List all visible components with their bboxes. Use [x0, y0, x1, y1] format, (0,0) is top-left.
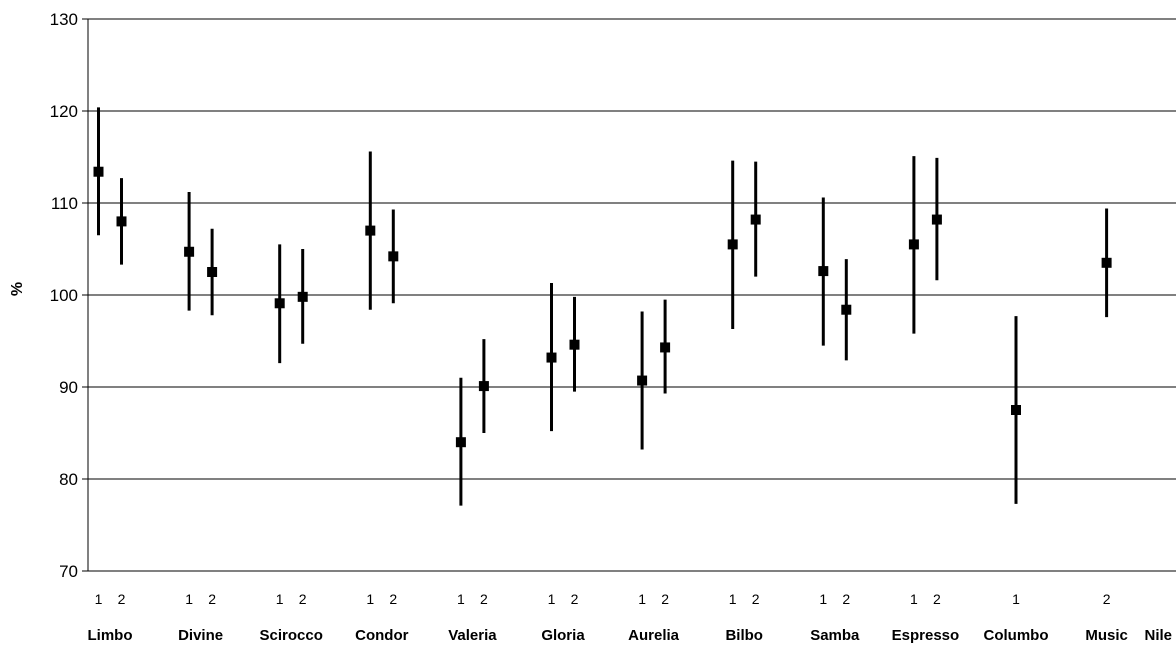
data-point-marker — [297, 291, 308, 302]
sub-label: 2 — [118, 591, 126, 607]
y-axis-title: % — [9, 282, 26, 296]
data-point-marker — [727, 239, 738, 250]
data-point-marker — [931, 214, 942, 225]
sub-label: 1 — [638, 591, 646, 607]
category-label: Samba — [810, 627, 860, 644]
sub-labels: 12121212121212121212122 — [95, 591, 1111, 607]
data-point-marker — [116, 216, 127, 227]
sub-label: 2 — [208, 591, 216, 607]
gridlines — [88, 18, 1176, 572]
category-label: Music — [1085, 627, 1128, 644]
y-tick-label: 120 — [50, 102, 78, 121]
sub-label: 1 — [457, 591, 465, 607]
data-point-marker — [455, 437, 466, 448]
data-point-marker — [546, 352, 557, 363]
y-tick-label: 90 — [59, 378, 78, 397]
category-label: Aurelia — [628, 627, 680, 644]
data-point-marker — [569, 339, 580, 350]
sub-label: 1 — [185, 591, 193, 607]
data-point-marker — [637, 375, 648, 386]
data-point-marker — [750, 214, 761, 225]
category-labels: Limbo Divine Scirocco Condor Valeria Gloria Au… — [88, 627, 1173, 644]
data-point-marker — [660, 342, 671, 353]
sub-label: 1 — [548, 591, 556, 607]
category-label: Columbo — [984, 627, 1049, 644]
sub-label: 2 — [842, 591, 850, 607]
sub-label: 2 — [933, 591, 941, 607]
category-label: Gloria — [541, 627, 585, 644]
y-tick-label: 80 — [59, 470, 78, 489]
y-tick-labels: 70 80 90 100 110 120 130 — [50, 10, 78, 581]
data-point-marker — [841, 304, 852, 315]
sub-label: 2 — [389, 591, 397, 607]
error-bars — [97, 107, 1109, 506]
sub-label: 2 — [661, 591, 669, 607]
sub-label: 1 — [729, 591, 737, 607]
data-point-marker — [274, 298, 285, 309]
category-label: Divine — [178, 627, 223, 644]
sub-label: 1 — [366, 591, 374, 607]
sub-label: 2 — [571, 591, 579, 607]
y-tick-label: 70 — [59, 562, 78, 581]
sub-label: 2 — [1103, 591, 1111, 607]
y-tick-label: 100 — [50, 286, 78, 305]
y-tick-label: 110 — [51, 194, 78, 213]
data-point-marker — [478, 381, 489, 392]
category-label: Bilbo — [725, 627, 763, 644]
data-point-marker — [184, 246, 195, 257]
category-label: Nile — [1144, 627, 1172, 644]
axes — [82, 18, 89, 572]
sub-label: 2 — [752, 591, 760, 607]
data-point-marker — [908, 239, 919, 250]
category-label: Condor — [355, 627, 408, 644]
category-label: Limbo — [88, 627, 133, 644]
y-tick-label: 130 — [50, 10, 78, 29]
sub-label: 1 — [819, 591, 827, 607]
data-point-marker — [818, 266, 829, 277]
sub-label: 1 — [276, 591, 284, 607]
data-point-marker — [365, 225, 376, 236]
category-label: Scirocco — [260, 627, 323, 644]
sub-label: 1 — [95, 591, 103, 607]
sub-label: 2 — [299, 591, 307, 607]
category-label: Valeria — [448, 627, 497, 644]
category-label: Espresso — [892, 627, 960, 644]
markers — [93, 166, 1112, 448]
data-point-marker — [1101, 257, 1112, 268]
data-point-marker — [207, 267, 218, 277]
sub-label: 1 — [910, 591, 918, 607]
sub-label: 1 — [1012, 591, 1020, 607]
data-point-marker — [93, 166, 104, 177]
data-point-marker — [388, 251, 399, 262]
data-point-marker — [1011, 405, 1021, 415]
sub-label: 2 — [480, 591, 488, 607]
